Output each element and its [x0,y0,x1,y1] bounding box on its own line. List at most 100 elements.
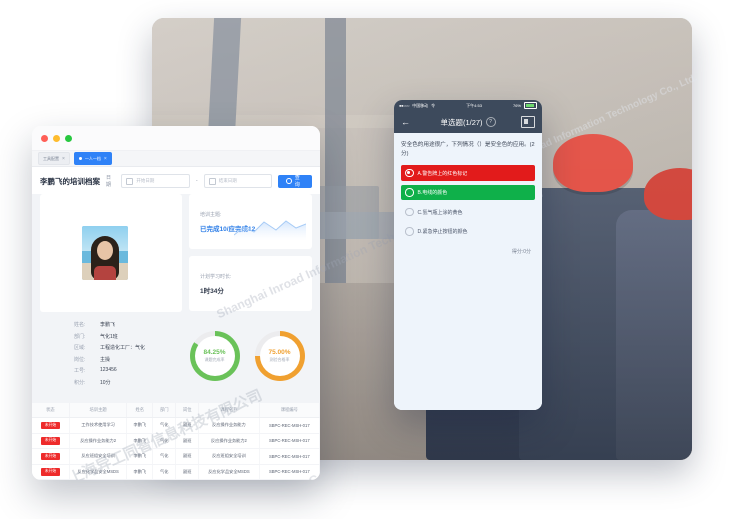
cell-post: 副班 [175,448,200,465]
summary-stat-cards: 培训主题: 已完成10/应完成12 计划学习时长: 1时34分 [189,194,312,312]
cell-code: SBPC-REC-MSH-017 [259,448,320,465]
phone-mockup: ●●○○○ 中国移动 令 下午4:53 76% ← 单选题(1/27) ? 安全… [394,100,542,410]
wifi-icon: 令 [431,102,436,108]
option-b[interactable]: B.电线的颜色 [401,184,535,201]
profile-value: 10分 [100,379,111,386]
donut-value: 84.25% [203,348,226,356]
profile-key: 积分: [74,379,86,386]
end-date-input[interactable]: 结束日期 [203,174,273,188]
carrier-label: 中国移动 [412,102,429,108]
donut-completion-rate: 84.25% 课题完成率 [189,330,240,381]
maximize-window-button[interactable] [65,134,72,142]
training-records-table: 状态 培训主题 姓名 部门 岗位 课程名称 课程编号 未开始 工作技术使用学习 李鹏… [32,403,320,480]
end-date-placeholder: 结束日期 [218,178,237,183]
cell-status: 未开始 [32,448,70,465]
start-date-input[interactable]: 开始日期 [121,174,190,188]
cell-code: SBPC-REC-MSH-017 [259,464,320,480]
cell-name: 李鹏飞 [126,464,154,480]
profile-row: 积分: 10分 [74,379,182,386]
calendar-icon [126,177,134,185]
tab-close-icon[interactable]: × [103,155,107,162]
card-list-icon[interactable] [521,116,535,128]
cell-code: SBPC-REC-MSH-017 [259,417,320,434]
planned-time-value: 1时34分 [200,287,224,295]
donut-caption: 课题完成率 [204,356,225,362]
cell-dept: 气化 [152,448,177,465]
tab-label: 一人一档 [84,155,101,161]
profile-row: 姓名: 李鹏飞 [74,321,182,328]
training-theme-value: 已完成10/应完成12 [200,225,256,233]
table-row[interactable]: 未开始 反应班组安全培训 李鹏飞 气化 副班 反应班组安全培训 SBPC-REC-MSH-0… [32,448,320,465]
profile-key: 部门: [74,333,86,340]
quiz-title: 单选题(1/27) ? [415,117,521,128]
question-score: 得分:0分 [511,249,531,256]
cell-theme: 反应班组安全培训 [69,448,128,465]
status-badge: 未开始 [41,468,60,476]
query-button-label: 查询 [294,175,300,188]
cell-course: 反应化学品安全MSDS [198,464,260,480]
th-post: 岗位 [175,403,200,418]
table-row[interactable]: 未开始 反应操作业务能力2 李鹏飞 气化 副班 反应操作业务能力2 SBPC-REC-MSH… [32,433,320,450]
close-window-button[interactable] [41,134,48,142]
tab-tool-config[interactable]: 工具配置 × [38,152,70,165]
profile-value: 主操 [100,356,111,363]
profile-row: 部门: 气化1班 [74,333,182,340]
cell-course: 反应操作业务能力2 [198,433,260,450]
tab-status-dot-icon [78,157,82,160]
option-c-label: C.氢气瓶上涂的黄色 [417,209,463,216]
radio-icon [405,168,414,178]
cell-post: 副班 [175,433,200,450]
radio-icon [405,227,414,236]
table-row[interactable]: 未开始 工作技术使用学习 李鹏飞 气化 副班 反应操作业务能力 SBPC-REC-MSH-0… [32,417,320,434]
profile-key: 区域: [74,345,86,351]
date-filter-label: 日期 [106,175,112,188]
option-c[interactable]: C.氢气瓶上涂的黄色 [401,204,535,220]
option-a[interactable]: A.警告牌上的红色标记 [401,165,535,181]
profile-value: 工程造化工厂：气化 [100,345,146,351]
radio-icon [405,188,414,197]
cell-theme: 工作技术使用学习 [69,417,128,434]
page-title: 李鹏飞的培训档案 [40,176,100,186]
cell-dept: 气化 [152,464,177,480]
battery-percent-label: 76% [512,103,521,108]
window-content: 李鹏飞的培训档案 日期 开始日期 - 结束日期 查询 [32,167,320,480]
question-text: 安全色的用途很广，下列情况（）是安全色的应用。(2分) [401,142,535,157]
status-badge: 未开始 [41,437,60,445]
status-badge: 未开始 [41,452,60,461]
start-date-placeholder: 开始日期 [136,178,155,183]
donut-caption: 测验合格率 [269,356,290,362]
quiz-body: 安全色的用途很广，下列情况（）是安全色的应用。(2分) A.警告牌上的红色标记 … [394,133,542,410]
table-header-row: 状态 培训主题 姓名 部门 岗位 课程名称 课程编号 [32,403,320,418]
cell-post: 副班 [175,464,200,480]
table-body: 未开始 工作技术使用学习 李鹏飞 气化 副班 反应操作业务能力 SBPC-REC-MSH-0… [32,417,320,480]
tab-close-icon[interactable]: × [62,155,65,162]
clock-label: 下午4:53 [466,102,482,108]
sparkline-chart [234,220,306,241]
cell-name: 李鹏飞 [126,417,154,434]
desktop-window: 工具配置 × 一人一档 × 李鹏飞的培训档案 日期 开始日期 - 结束日期 查询 [32,126,320,480]
th-name: 姓名 [126,403,154,418]
training-theme-card: 培训主题: 已完成10/应完成12 [189,194,312,249]
th-theme: 培训主题 [69,403,128,418]
option-d[interactable]: D.紧急停止按钮的颜色 [401,224,535,240]
tab-label: 工具配置 [43,155,59,161]
th-course: 课程名称 [198,403,260,418]
worker-figure-3 [616,160,692,460]
profile-photo-card [40,194,182,312]
filter-toolbar: 李鹏飞的培训档案 日期 开始日期 - 结束日期 查询 [32,167,320,194]
cell-theme: 反应化学品安全MSDS [69,464,128,480]
profile-value: 123456 [100,367,117,373]
planned-study-time-card: 计划学习时长: 1时34分 [189,256,312,311]
cell-dept: 气化 [152,417,177,434]
phone-nav-bar: ← 单选题(1/27) ? [394,111,542,133]
minimize-window-button[interactable] [53,134,60,142]
window-titlebar [32,126,320,151]
help-icon[interactable]: ? [485,117,496,127]
donut-value: 75.00% [268,348,291,356]
profile-and-metrics: 姓名: 李鹏飞 部门: 气化1班 区域: 工程造化工厂：气化 岗位: 主操 工号… [32,312,320,397]
table-row[interactable]: 未开始 反应化学品安全MSDS 李鹏飞 气化 副班 反应化学品安全MSDS SBPC-REC… [32,464,320,480]
tab-one-person-one-file[interactable]: 一人一档 × [73,152,112,165]
query-button[interactable]: 查询 [278,174,312,188]
back-arrow-icon[interactable]: ← [401,117,410,127]
profile-key: 工号: [74,368,86,374]
